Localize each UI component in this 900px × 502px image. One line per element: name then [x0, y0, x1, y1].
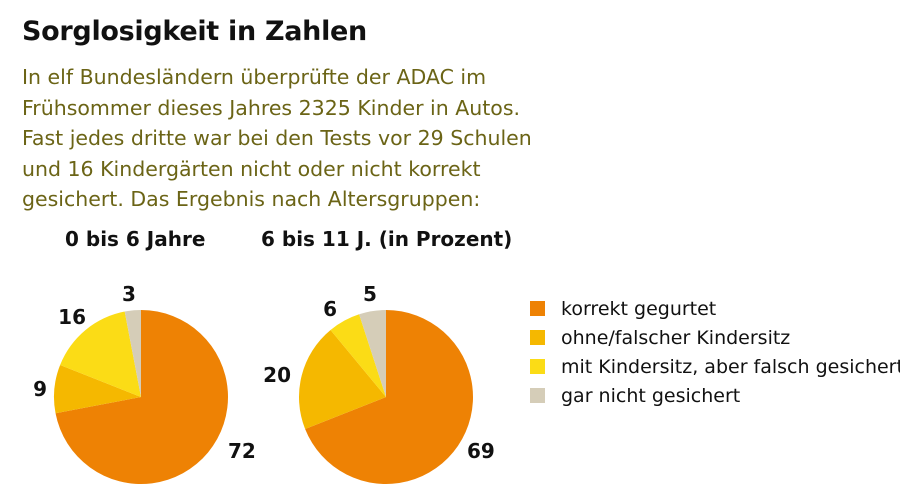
pie-chart-2: 6 bis 11 J. (in Prozent) 69 20 6 5: [261, 227, 512, 485]
slice-value-label: 72: [228, 439, 256, 463]
legend-item: ohne/falscher Kindersitz: [530, 323, 900, 352]
legend-item: mit Kindersitz, aber falsch gesichert: [530, 352, 900, 381]
slice-value-label: 16: [58, 305, 86, 329]
pie-slice: [298, 329, 386, 430]
intro-line: gesichert. Das Ergebnis nach Altersgrupp…: [22, 187, 481, 211]
slice-value-label: 69: [467, 439, 495, 463]
pie-chart-title: 0 bis 6 Jahre: [65, 227, 205, 251]
intro-line: und 16 Kindergärten nicht oder nicht kor…: [22, 156, 481, 181]
slice-value-label: 5: [363, 282, 377, 306]
pie-slice: [55, 309, 228, 484]
slice-value-label: 3: [122, 282, 136, 306]
slice-value-label: 6: [323, 297, 337, 321]
pie-slice: [359, 310, 386, 397]
slice-value-label: 9: [33, 377, 47, 401]
chart-title: Sorglosigkeit in Zahlen: [22, 16, 367, 47]
legend-swatch: [530, 359, 545, 374]
pie-chart-title: 6 bis 11 J. (in Prozent): [261, 227, 512, 251]
intro-line: Fast jedes dritte war bei den Tests vor …: [22, 126, 532, 150]
legend-swatch: [530, 301, 545, 316]
pie-slice: [54, 364, 142, 414]
legend-label: gar nicht gesichert: [561, 384, 741, 407]
legend-label: korrekt gegurtet: [561, 297, 717, 320]
pie-chart-1: 0 bis 6 Jahre 72 9 16 3: [33, 227, 256, 484]
legend-swatch: [530, 388, 545, 403]
legend-swatch: [530, 330, 545, 345]
intro-line: Frühsommer dieses Jahres 2325 Kinder in …: [22, 95, 521, 120]
pie-slice: [124, 310, 141, 397]
legend-item: korrekt gegurtet: [530, 294, 900, 323]
slice-value-label: 20: [263, 363, 291, 387]
intro-line: In elf Bundesländern überprüfte der ADAC…: [22, 65, 487, 89]
legend-label: mit Kindersitz, aber falsch gesichert: [561, 355, 900, 378]
legend-label: ohne/falscher Kindersitz: [561, 326, 791, 349]
intro-text: In elf Bundesländern überprüfte der ADAC…: [22, 62, 582, 215]
pie-slice: [330, 314, 386, 397]
pie-slice: [305, 310, 473, 485]
legend: korrekt gegurtet ohne/falscher Kindersit…: [530, 294, 900, 410]
legend-item: gar nicht gesichert: [530, 381, 900, 410]
pie-slice: [60, 311, 141, 397]
